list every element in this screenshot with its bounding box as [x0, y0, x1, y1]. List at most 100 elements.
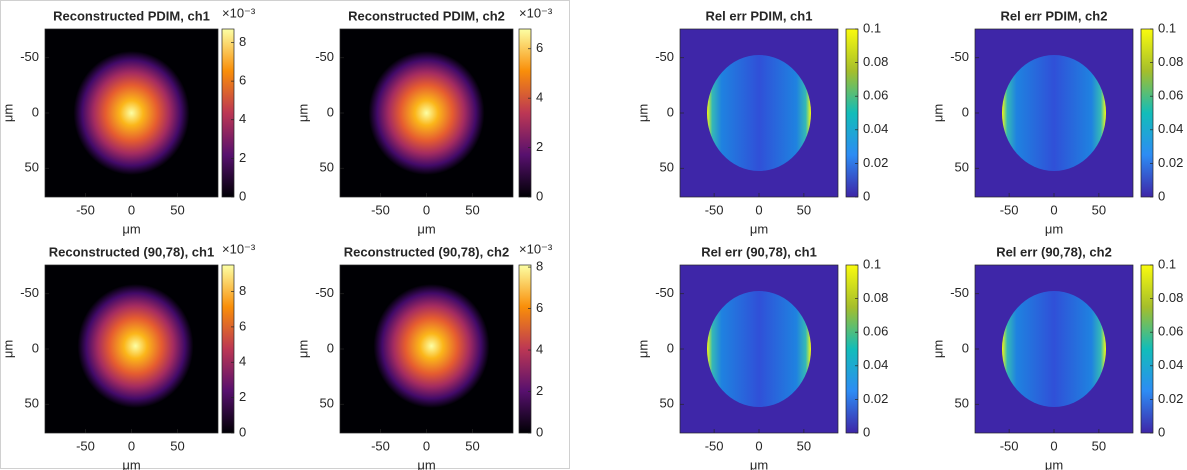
colorbar-tick-label: 8	[239, 283, 246, 298]
y-axis-label: μm	[295, 340, 310, 358]
intensity-blob	[73, 51, 190, 175]
colorbar-exponent: ×10⁻³	[519, 5, 553, 20]
panel-title: Reconstructed PDIM, ch1	[53, 8, 210, 23]
intensity-blob	[368, 51, 485, 175]
colorbar-tick-label: 4	[239, 111, 246, 126]
colorbar-tick-label: 0.04	[863, 357, 888, 372]
x-tick-label: 50	[465, 202, 479, 217]
y-axis-label: μm	[930, 340, 945, 358]
y-tick-label: -50	[315, 49, 334, 64]
y-tick-label: 50	[25, 396, 39, 411]
colorbar-tick-label: 8	[536, 259, 543, 274]
colorbar-tick-label: 0.1	[863, 20, 881, 35]
colorbar	[518, 28, 532, 198]
colorbar-tick-label: 0.06	[1158, 324, 1183, 339]
x-tick-label: 0	[755, 438, 762, 453]
colorbar-tick-label: 0	[1158, 188, 1165, 203]
y-axis-label: μm	[635, 104, 650, 122]
y-tick-label: 0	[32, 340, 39, 355]
x-tick-label: 50	[170, 438, 184, 453]
y-tick-label: 50	[955, 160, 969, 175]
x-tick-label: 0	[423, 202, 430, 217]
colorbar-tick-label: 0	[536, 424, 543, 439]
y-tick-label: -50	[20, 49, 39, 64]
colorbar-tick-label: 0.06	[863, 88, 888, 103]
y-tick-label: -50	[315, 285, 334, 300]
y-tick-label: 0	[327, 340, 334, 355]
colorbar-tick-label: 4	[536, 90, 543, 105]
y-tick-label: 0	[32, 104, 39, 119]
intensity-blob	[373, 284, 490, 408]
x-tick-label: -50	[705, 438, 724, 453]
panel-title: Reconstructed (90,78), ch2	[344, 244, 509, 259]
colorbar-tick-label: 2	[536, 139, 543, 154]
x-axis-label: μm	[750, 221, 768, 236]
error-region	[1002, 55, 1106, 171]
error-region	[1002, 291, 1106, 407]
y-tick-label: 50	[320, 160, 334, 175]
colorbar	[845, 28, 859, 198]
colorbar-tick-label: 0	[239, 424, 246, 439]
colorbar-tick-label: 6	[536, 300, 543, 315]
colorbar-exponent: ×10⁻³	[519, 241, 553, 256]
x-tick-label: 0	[1050, 202, 1057, 217]
x-tick-label: -50	[371, 438, 390, 453]
x-axis-label: μm	[1045, 457, 1063, 470]
panel-title: Rel err PDIM, ch1	[706, 8, 813, 23]
y-tick-label: 50	[660, 160, 674, 175]
y-axis-label: μm	[295, 104, 310, 122]
colorbar	[845, 264, 859, 434]
colorbar-tick-label: 0.06	[1158, 88, 1183, 103]
y-tick-label: -50	[20, 285, 39, 300]
colorbar-tick-label: 0.08	[1158, 54, 1183, 69]
x-axis-label: μm	[1045, 221, 1063, 236]
x-tick-label: 50	[797, 438, 811, 453]
colorbar	[1140, 264, 1154, 434]
x-tick-label: 0	[423, 438, 430, 453]
x-tick-label: -50	[705, 202, 724, 217]
y-tick-label: -50	[950, 49, 969, 64]
y-tick-label: 0	[667, 104, 674, 119]
x-tick-label: -50	[1000, 438, 1019, 453]
x-tick-label: 50	[797, 202, 811, 217]
x-tick-label: 50	[170, 202, 184, 217]
colorbar-tick-label: 0.04	[1158, 357, 1183, 372]
panel-title: Rel err (90,78), ch2	[996, 244, 1112, 259]
colorbar	[1140, 28, 1154, 198]
left-frame	[0, 0, 570, 469]
x-axis-label: μm	[750, 457, 768, 470]
y-axis-label: μm	[930, 104, 945, 122]
colorbar-tick-label: 2	[536, 383, 543, 398]
x-tick-label: -50	[371, 202, 390, 217]
x-tick-label: -50	[76, 438, 95, 453]
x-tick-label: 50	[465, 438, 479, 453]
y-axis-label: μm	[0, 340, 15, 358]
x-axis-label: μm	[417, 221, 435, 236]
intensity-blob	[77, 284, 194, 408]
colorbar	[221, 264, 235, 434]
colorbar-tick-label: 0	[863, 424, 870, 439]
x-axis-label: μm	[417, 457, 435, 470]
panel-title: Rel err (90,78), ch1	[701, 244, 817, 259]
colorbar-tick-label: 0.02	[863, 391, 888, 406]
y-tick-label: 0	[962, 340, 969, 355]
y-tick-label: -50	[655, 49, 674, 64]
colorbar-tick-label: 0.08	[863, 54, 888, 69]
y-tick-label: 0	[962, 104, 969, 119]
colorbar-tick-label: 0.1	[863, 256, 881, 271]
y-tick-label: -50	[950, 285, 969, 300]
x-tick-label: 0	[755, 202, 762, 217]
y-tick-label: 0	[327, 104, 334, 119]
colorbar-tick-label: 2	[239, 150, 246, 165]
colorbar-tick-label: 0.04	[1158, 121, 1183, 136]
x-axis-label: μm	[122, 457, 140, 470]
colorbar-tick-label: 0.08	[863, 290, 888, 305]
x-axis-label: μm	[122, 221, 140, 236]
panel-title: Reconstructed PDIM, ch2	[348, 8, 505, 23]
colorbar	[518, 264, 532, 434]
x-tick-label: 50	[1092, 202, 1106, 217]
colorbar-tick-label: 4	[239, 354, 246, 369]
y-axis-label: μm	[635, 340, 650, 358]
y-tick-label: 50	[955, 396, 969, 411]
